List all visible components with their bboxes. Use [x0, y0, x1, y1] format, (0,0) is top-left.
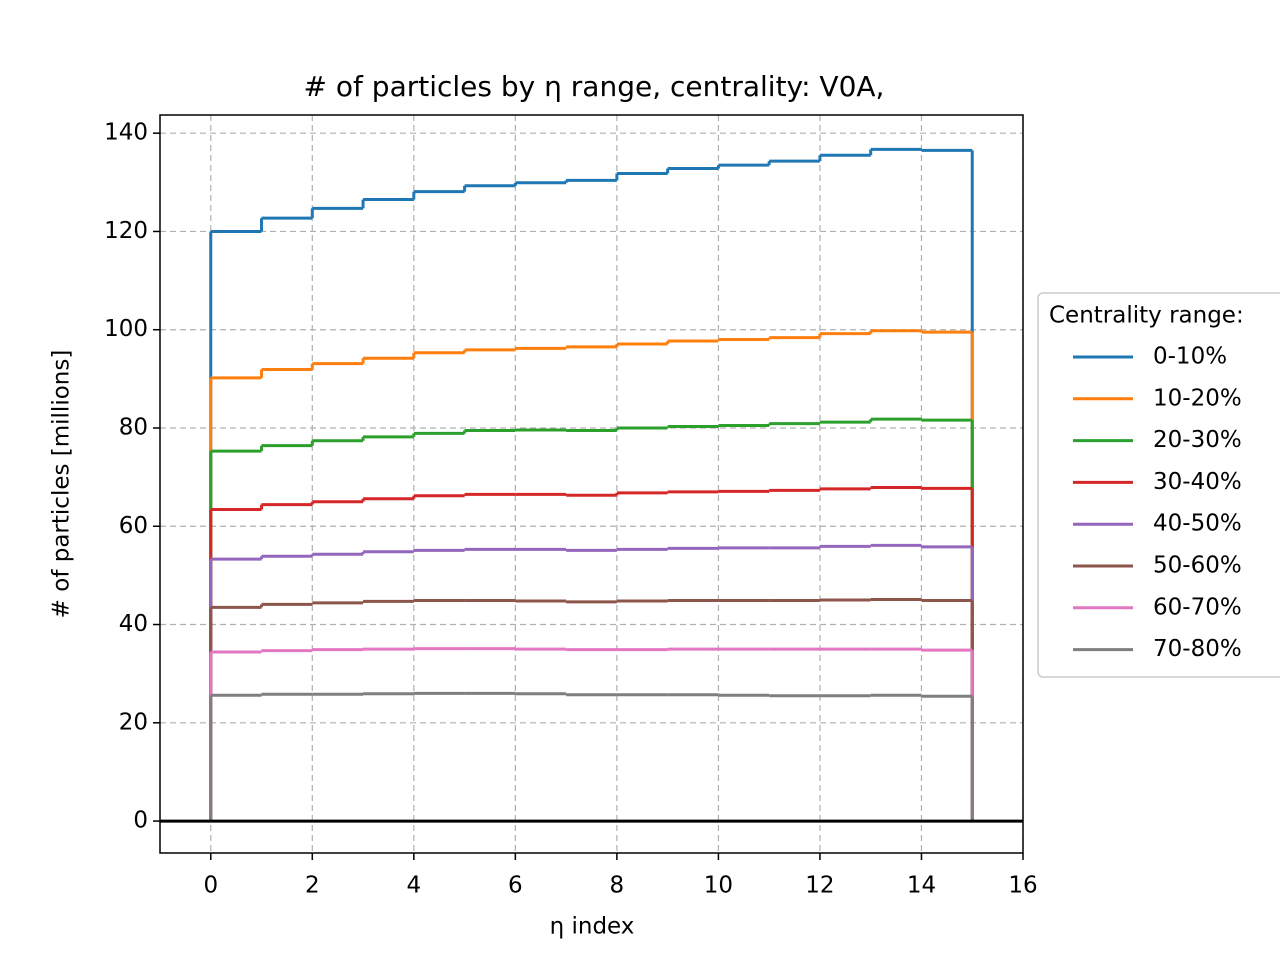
legend-box	[1037, 292, 1280, 678]
x-tick-label: 0	[203, 873, 218, 899]
y-tick-label: 60	[119, 513, 148, 539]
y-axis-label: # of particles [millions]	[49, 350, 75, 619]
x-tick-label: 14	[907, 873, 936, 899]
y-tick-label: 0	[133, 808, 148, 834]
x-tick-label: 16	[1008, 873, 1037, 899]
y-tick-label: 140	[104, 120, 148, 146]
legend-label: 50-60%	[1153, 553, 1242, 579]
legend-label: 30-40%	[1153, 469, 1242, 495]
legend-title: Centrality range:	[1049, 303, 1244, 329]
y-tick-label: 100	[104, 316, 148, 342]
legend-label: 60-70%	[1153, 594, 1242, 620]
x-tick-label: 6	[508, 873, 523, 899]
chart-title: # of particles by η range, centrality: V…	[304, 70, 885, 103]
legend-label: 70-80%	[1153, 636, 1242, 662]
x-tick-label: 2	[305, 873, 320, 899]
axes-frame	[159, 114, 1024, 854]
legend-label: 10-20%	[1153, 385, 1242, 411]
x-tick-label: 8	[610, 873, 625, 899]
x-axis-label: η index	[550, 914, 635, 940]
x-tick-label: 4	[407, 873, 422, 899]
x-tick-label: 12	[805, 873, 834, 899]
y-tick-label: 80	[119, 414, 148, 440]
y-tick-label: 40	[119, 611, 148, 637]
legend-label: 20-30%	[1153, 427, 1242, 453]
x-tick-label: 10	[704, 873, 733, 899]
y-tick-label: 20	[119, 709, 148, 735]
legend-label: 0-10%	[1153, 344, 1227, 370]
y-tick-label: 120	[104, 218, 148, 244]
legend-label: 40-50%	[1153, 511, 1242, 537]
